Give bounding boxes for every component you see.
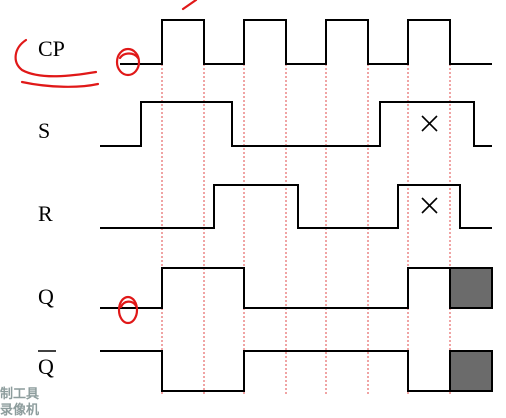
watermark: 制工具 录像机	[0, 386, 39, 418]
cp-label-underline	[20, 80, 100, 88]
watermark-line-1: 制工具	[0, 386, 39, 402]
cp-zero-annotation	[115, 47, 141, 77]
signal-label-r: R	[38, 201, 53, 226]
q-bar-waveform	[100, 350, 492, 392]
clock-edge-guides	[161, 20, 451, 395]
r-waveform	[100, 184, 492, 229]
q-zero-annotation	[117, 295, 139, 325]
signal-label-q-bar: Q	[38, 354, 54, 379]
cp-label-scribble	[14, 38, 98, 78]
pen-stroke-top	[181, 0, 198, 11]
signal-label-cp: CP	[38, 36, 65, 61]
q-bar-undefined-block	[449, 350, 493, 392]
s-waveform	[100, 101, 492, 147]
signal-label-s: S	[38, 118, 50, 143]
signal-label-q: Q	[38, 284, 54, 309]
watermark-line-2: 录像机	[0, 402, 39, 418]
cp-waveform	[120, 19, 492, 65]
q-undefined-block	[449, 267, 493, 309]
s-dont-care-mark	[421, 115, 438, 132]
handwritten-annotations	[14, 0, 198, 325]
q-waveform	[100, 267, 492, 309]
r-dont-care-mark	[421, 197, 438, 214]
